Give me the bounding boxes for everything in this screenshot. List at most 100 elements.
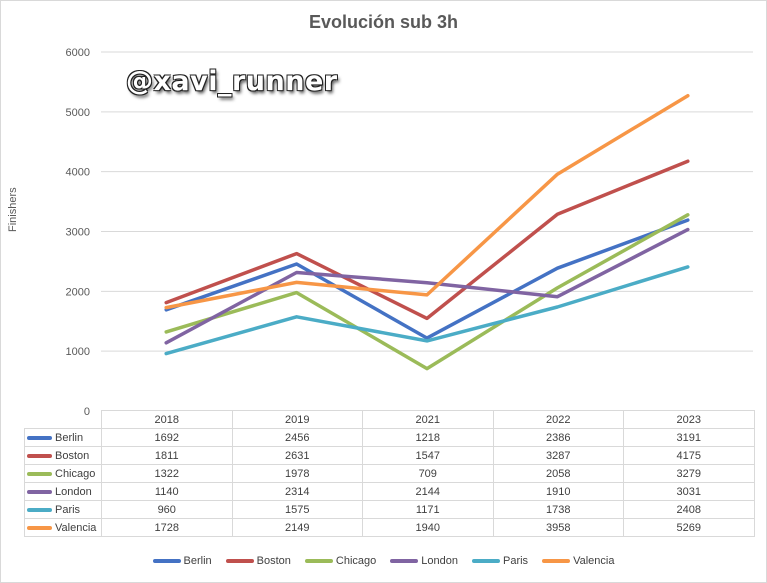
data-table-body: Berlin 1692 2456 1218 2386 3191 Boston 1811 2631…: [24, 428, 755, 537]
series-swatch: [27, 435, 52, 440]
table-row: Boston 1811 2631 1547 3287 4175: [24, 446, 755, 465]
data-table-value: 709: [362, 464, 494, 483]
table-row: London 1140 2314 2144 1910 3031: [24, 482, 755, 501]
data-table-value: 1218: [362, 428, 494, 447]
data-table-value: 2456: [231, 428, 363, 447]
data-table-series-label: Berlin: [24, 428, 102, 447]
y-tick-label: 5000: [66, 107, 90, 119]
data-table-value: 3279: [623, 464, 755, 483]
table-row: Paris 960 1575 1171 1738 2408: [24, 500, 755, 519]
data-table-value: 960: [101, 500, 233, 519]
legend-label: Valencia: [573, 555, 615, 567]
data-table-category: 2018: [101, 410, 233, 429]
data-table-series-label: Valencia: [24, 518, 102, 537]
legend-item-paris: Paris: [472, 555, 528, 567]
series-name: London: [55, 485, 92, 498]
series-line-boston: [164, 159, 690, 321]
legend-item-berlin: Berlin: [152, 555, 212, 567]
data-table-value: 3287: [492, 446, 624, 465]
data-table-series-label: London: [24, 482, 102, 501]
series-line-paris: [164, 265, 690, 356]
data-table-series-label: Chicago: [24, 464, 102, 483]
legend-label: Boston: [256, 555, 291, 567]
y-tick-label: 6000: [66, 47, 90, 59]
data-table-value: 4175: [623, 446, 755, 465]
data-table-value: 3958: [492, 518, 624, 537]
data-table-header: 2018 2019 2021 2022 2023: [24, 410, 755, 429]
series-swatch: [27, 507, 52, 512]
table-row: Berlin 1692 2456 1218 2386 3191: [24, 428, 755, 447]
legend-label: Berlin: [183, 555, 212, 567]
legend-label: London: [421, 555, 458, 567]
data-table-value: 1940: [362, 518, 494, 537]
series-name: Boston: [55, 449, 90, 462]
legend: Berlin Boston Chicago London Paris Valencia: [0, 555, 767, 567]
gridlines: [101, 51, 753, 352]
data-table-value: 2149: [231, 518, 363, 537]
data-table-category: 2022: [492, 410, 624, 429]
series-swatch: [27, 489, 52, 494]
legend-label: Paris: [503, 555, 529, 567]
legend-item-valencia: Valencia: [542, 555, 614, 567]
data-table-value: 1728: [101, 518, 233, 537]
series-swatch: [27, 471, 52, 476]
series-name: Chicago: [55, 467, 96, 480]
y-tick-label: 1000: [66, 346, 90, 358]
legend-swatch: [390, 559, 419, 563]
legend-swatch: [472, 559, 500, 563]
table-row: Chicago 1322 1978 709 2058 3279: [24, 464, 755, 483]
data-table-value: 2408: [623, 500, 755, 519]
legend-swatch: [225, 559, 254, 563]
chart-title: Evolución sub 3h: [308, 12, 459, 32]
data-table: 2018 2019 2021 2022 2023 Berlin 1692 2456 1218 2…: [24, 410, 755, 537]
data-table-value: 1575: [231, 500, 363, 519]
data-table-value: 2058: [492, 464, 624, 483]
series-name: Berlin: [55, 431, 84, 444]
y-tick-label: 4000: [66, 167, 90, 179]
legend-label: Chicago: [335, 555, 377, 567]
series-swatch: [27, 525, 52, 530]
data-table-series-label: Paris: [24, 500, 102, 519]
y-tick-label: 2000: [66, 286, 90, 298]
data-table-value: 2314: [231, 482, 363, 501]
data-table-value: 1547: [362, 446, 494, 465]
series-line-chicago: [164, 213, 690, 371]
legend-item-london: London: [390, 555, 458, 567]
data-table-series-label: Boston: [24, 446, 102, 465]
watermark-logo: @xavi_runner: [126, 66, 338, 97]
legend-item-boston: Boston: [225, 555, 291, 567]
series-lines: [164, 93, 690, 371]
data-table-value: 1811: [101, 446, 233, 465]
series-line-valencia: [164, 93, 690, 310]
data-table-value: 1140: [101, 482, 233, 501]
data-table-value: 1978: [231, 464, 363, 483]
series-line-berlin: [164, 218, 690, 340]
data-table-value: 1322: [101, 464, 233, 483]
data-table-value: 3191: [623, 428, 755, 447]
data-table-corner: [24, 410, 102, 429]
data-table-category: 2021: [362, 410, 494, 429]
series-name: Paris: [55, 503, 81, 516]
data-table-value: 3031: [623, 482, 755, 501]
legend-swatch: [542, 559, 571, 563]
data-table-value: 1910: [492, 482, 624, 501]
legend-item-chicago: Chicago: [304, 555, 377, 567]
data-table-category: 2019: [231, 410, 363, 429]
series-line-london: [164, 227, 690, 345]
data-table-value: 1692: [101, 428, 233, 447]
series-name: Valencia: [55, 521, 97, 534]
data-table-value: 2631: [231, 446, 363, 465]
data-table-category: 2023: [623, 410, 755, 429]
data-table-value: 1171: [362, 500, 494, 519]
data-table-value: 5269: [623, 518, 755, 537]
legend-swatch: [304, 559, 333, 563]
y-tick-label: 3000: [66, 227, 90, 239]
series-swatch: [27, 453, 52, 458]
table-row: Valencia 1728 2149 1940 3958 5269: [24, 518, 755, 537]
data-table-value: 2386: [492, 428, 624, 447]
legend-swatch: [152, 559, 181, 563]
data-table-value: 1738: [492, 500, 624, 519]
data-table-value: 2144: [362, 482, 494, 501]
